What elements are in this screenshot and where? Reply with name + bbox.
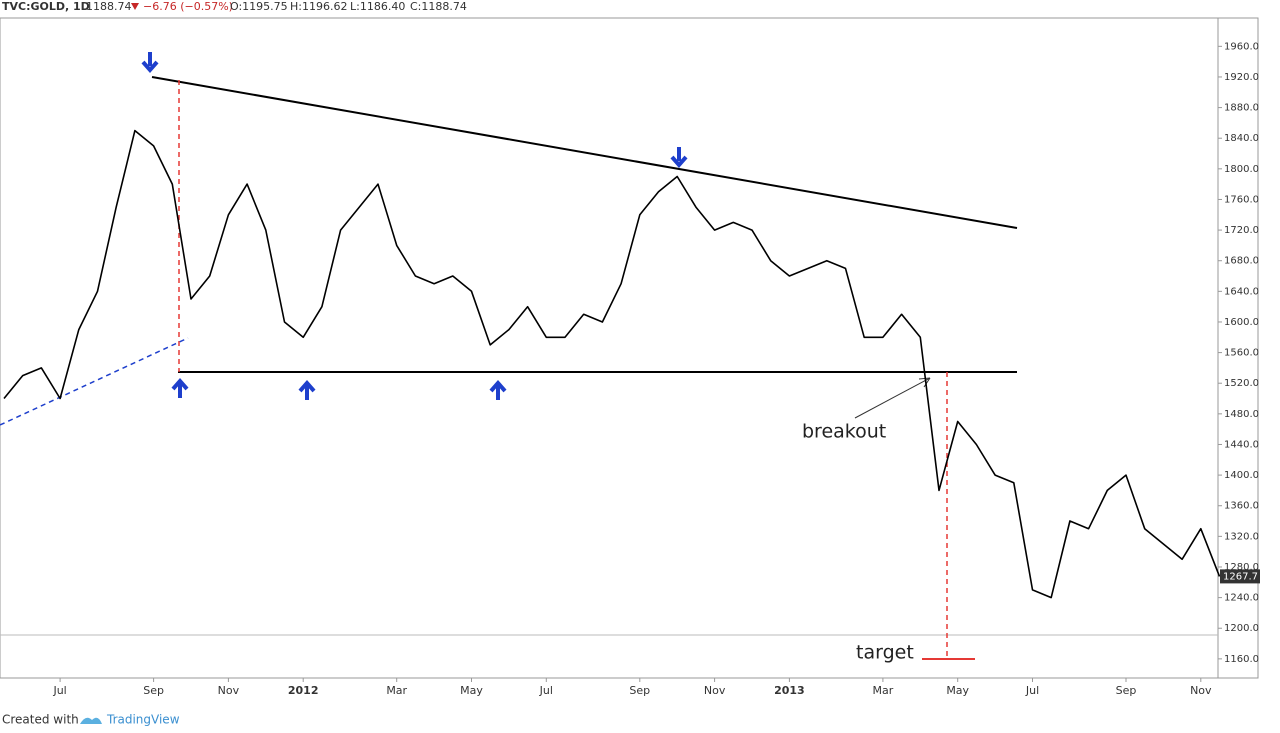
y-tick-label: 1840.0 <box>1224 133 1259 144</box>
arrow-up <box>489 379 507 400</box>
y-tick-label: 1960.0 <box>1224 41 1259 52</box>
y-tick-label: 1800.0 <box>1224 164 1259 175</box>
y-tick-label: 1920.0 <box>1224 72 1259 83</box>
x-tick-label: May <box>460 684 483 697</box>
x-tick-label: Nov <box>218 684 240 697</box>
y-tick-label: 1880.0 <box>1224 103 1259 114</box>
x-tick-label: 2012 <box>288 684 319 697</box>
x-tick-label: Nov <box>704 684 726 697</box>
y-tick-label: 1160.0 <box>1224 654 1259 665</box>
y-tick-label: 1280.0 <box>1224 562 1259 573</box>
y-tick-label: 1640.0 <box>1224 286 1259 297</box>
y-tick-label: 1320.0 <box>1224 531 1259 542</box>
annotation: target <box>856 642 914 664</box>
y-tick-label: 1240.0 <box>1224 593 1259 604</box>
x-tick-label: May <box>946 684 969 697</box>
y-tick-label: 1480.0 <box>1224 409 1259 420</box>
y-tick-label: 1720.0 <box>1224 225 1259 236</box>
header: TVC:GOLD, 1D 1188.74 −6.76 (−0.57%) O:11… <box>2 0 467 13</box>
open: O:1195.75 <box>230 0 288 13</box>
footer: Created with TradingView <box>2 713 180 727</box>
y-tick-label: 1560.0 <box>1224 348 1259 359</box>
low: L:1186.40 <box>350 0 405 13</box>
price-line <box>3 129 1221 599</box>
annotation: breakout <box>802 421 886 443</box>
y-tick-label: 1440.0 <box>1224 439 1259 450</box>
x-tick-label: Mar <box>873 684 894 697</box>
pointer <box>854 377 931 419</box>
resistance-line <box>151 76 1018 229</box>
x-tick-label: Mar <box>386 684 407 697</box>
x-tick-label: Sep <box>143 684 164 697</box>
close: C:1188.74 <box>410 0 467 13</box>
arrow-down <box>670 147 688 169</box>
plot-frame <box>0 17 1219 679</box>
y-tick-label: 1680.0 <box>1224 256 1259 267</box>
y-tick-label: 1360.0 <box>1224 501 1259 512</box>
down-icon <box>131 3 139 10</box>
drawings: breakout target <box>0 52 1018 664</box>
x-tick-label: Jul <box>1025 684 1039 697</box>
last: 1188.74 <box>86 0 132 13</box>
x-tick-label: Sep <box>1116 684 1137 697</box>
x-tick-label: Sep <box>629 684 650 697</box>
price-axis <box>1217 17 1259 679</box>
y-tick-label: 1400.0 <box>1224 470 1259 481</box>
arrow-up <box>171 377 189 398</box>
pointer-head <box>918 377 931 388</box>
x-tick-label: Jul <box>52 684 66 697</box>
last-price-label: 1267.7 <box>1223 571 1258 582</box>
logo <box>80 717 102 724</box>
brand[interactable]: TradingView <box>106 713 180 727</box>
x-tick-label: Nov <box>1190 684 1212 697</box>
created: Created with <box>2 713 79 727</box>
y-tick-label: 1760.0 <box>1224 194 1259 205</box>
last-price-tag <box>1220 569 1260 584</box>
x-tick-label: 2013 <box>774 684 805 697</box>
trend-line <box>0 337 189 426</box>
high: H:1196.62 <box>290 0 347 13</box>
y-tick-label: 1600.0 <box>1224 317 1259 328</box>
arrow-up <box>298 379 316 400</box>
symbol: TVC:GOLD, 1D <box>2 0 90 13</box>
x-tick-label: Jul <box>539 684 553 697</box>
y-tick-label: 1200.0 <box>1224 623 1259 634</box>
arrow-down <box>141 52 159 74</box>
change: −6.76 (−0.57%) <box>143 0 233 13</box>
y-tick-label: 1520.0 <box>1224 378 1259 389</box>
